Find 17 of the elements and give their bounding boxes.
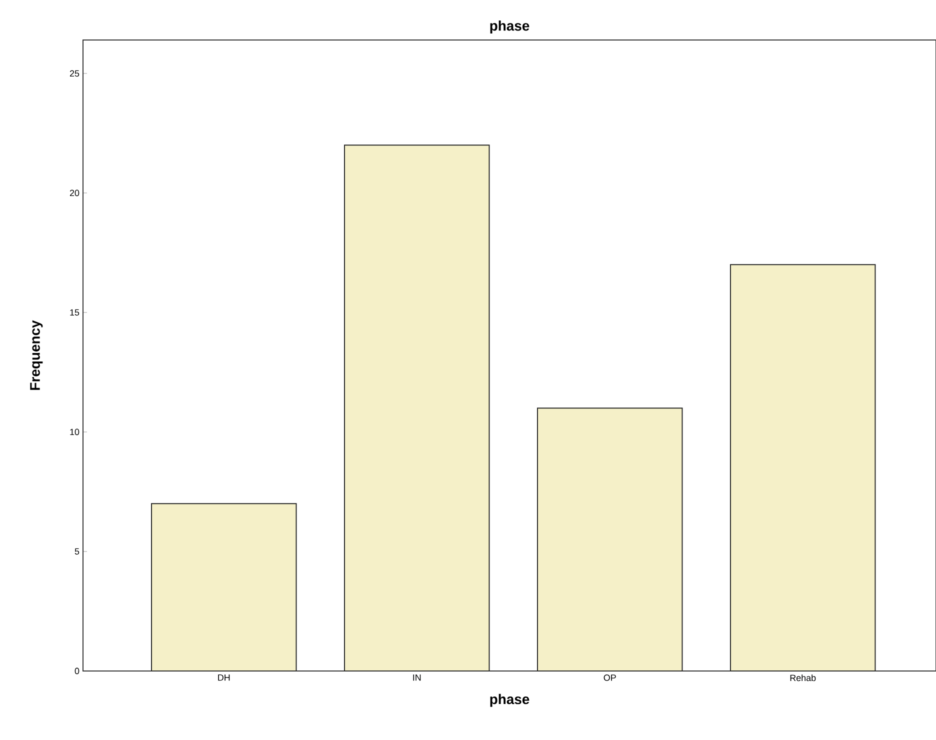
- x-tick-label: Rehab: [790, 674, 816, 682]
- bar: [730, 264, 876, 671]
- y-axis-title: Frequency: [30, 320, 43, 390]
- bar: [152, 504, 296, 671]
- y-tick-label: 20: [70, 190, 80, 196]
- x-tick-label: OP: [604, 674, 616, 681]
- bar: [344, 144, 490, 671]
- chart-title: phase: [490, 20, 530, 34]
- y-tick-label: 10: [70, 428, 80, 436]
- x-axis-title: phase: [490, 694, 530, 707]
- y-tick-label: 0: [74, 668, 80, 674]
- y-tick-label: 5: [74, 548, 80, 555]
- y-tick-label: 25: [70, 70, 80, 77]
- bar: [536, 408, 683, 671]
- y-tick-label: 15: [70, 309, 80, 316]
- x-tick-label: DH: [218, 674, 230, 681]
- x-tick-label: IN: [413, 674, 421, 681]
